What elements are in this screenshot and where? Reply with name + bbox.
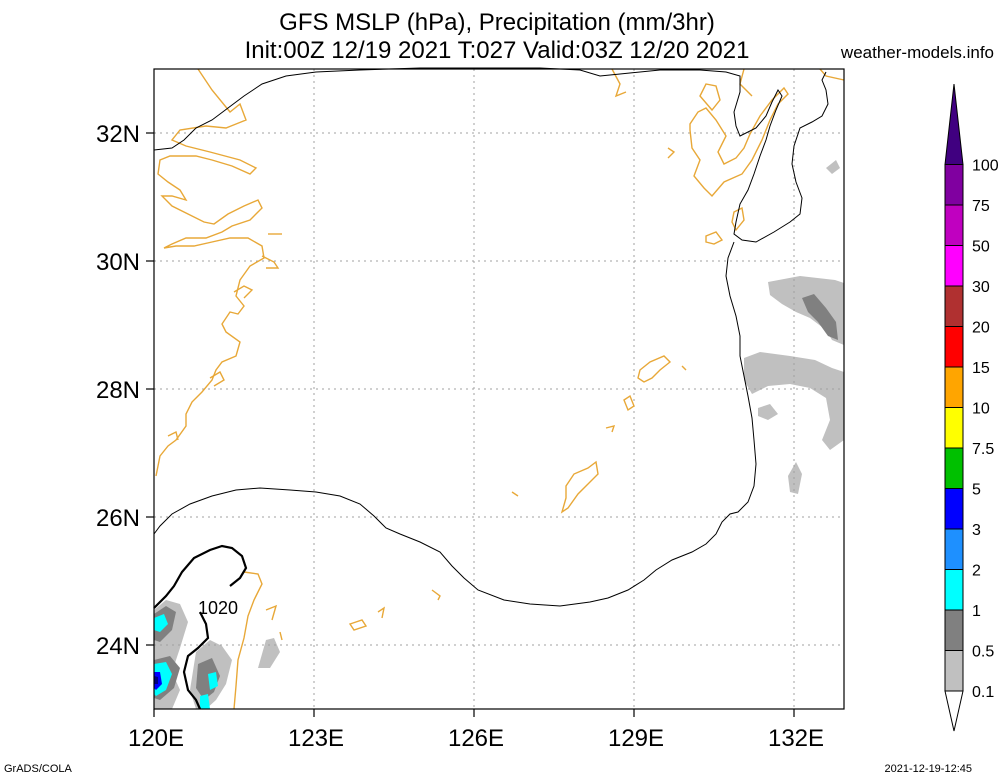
colorbar-band bbox=[944, 407, 964, 449]
lat-label-24n: 24N bbox=[96, 633, 140, 660]
colorbar-label: 0.5 bbox=[972, 644, 994, 661]
colorbar-label: 20 bbox=[972, 320, 990, 337]
lon-label-123e: 123E bbox=[288, 725, 344, 752]
colorbar-band bbox=[944, 609, 964, 651]
lon-label-126e: 126E bbox=[448, 725, 504, 752]
colorbar-label: 75 bbox=[972, 198, 990, 215]
lat-label-26n: 26N bbox=[96, 505, 140, 532]
colorbar-band bbox=[944, 204, 964, 246]
lon-label-129e: 129E bbox=[608, 725, 664, 752]
colorbar-band bbox=[944, 285, 964, 327]
footer-credit: GrADS/COLA bbox=[4, 763, 72, 775]
lon-label-132e: 132E bbox=[768, 725, 824, 752]
isobars bbox=[153, 67, 829, 607]
footer-timestamp: 2021-12-19-12:45 bbox=[884, 763, 972, 775]
colorbar-label: 3 bbox=[972, 522, 981, 539]
chart-subtitle: Init:00Z 12/19 2021 T:027 Valid:03Z 12/2… bbox=[244, 37, 750, 64]
map-grid bbox=[154, 69, 844, 709]
colorbar-label: 7.5 bbox=[972, 441, 994, 458]
chart-title: GFS MSLP (hPa), Precipitation (mm/3hr) bbox=[279, 9, 715, 36]
colorbar-band bbox=[944, 366, 964, 408]
colorbar-band bbox=[944, 164, 964, 206]
colorbar-band bbox=[944, 447, 964, 489]
isobar-1020 bbox=[153, 544, 248, 710]
colorbar-label: 100 bbox=[972, 158, 999, 175]
axis-ticks bbox=[146, 132, 795, 717]
colorbar-label: 2 bbox=[972, 563, 981, 580]
colorbar: 0.1 0.5 1 2 3 5 7.5 10 15 20 30 50 75 100 bbox=[944, 83, 999, 732]
colorbar-band bbox=[944, 83, 964, 165]
colorbar-label: 5 bbox=[972, 482, 981, 499]
colorbar-band bbox=[944, 569, 964, 611]
colorbar-label: 0.1 bbox=[972, 684, 994, 701]
colorbar-band bbox=[944, 326, 964, 368]
contour-label-1020: 1020 bbox=[198, 598, 238, 618]
colorbar-label: 1 bbox=[972, 603, 981, 620]
colorbar-label: 50 bbox=[972, 239, 990, 256]
lat-label-32n: 32N bbox=[96, 121, 140, 148]
colorbar-label: 30 bbox=[972, 279, 990, 296]
precipitation-shading bbox=[154, 160, 844, 709]
colorbar-band bbox=[944, 650, 964, 692]
coastlines bbox=[155, 68, 845, 710]
lat-label-28n: 28N bbox=[96, 377, 140, 404]
colorbar-band bbox=[944, 528, 964, 570]
source-site: weather-models.info bbox=[840, 43, 994, 62]
colorbar-band bbox=[944, 245, 964, 287]
lat-label-30n: 30N bbox=[96, 249, 140, 276]
colorbar-band bbox=[944, 488, 964, 530]
lon-label-120e: 120E bbox=[128, 725, 184, 752]
colorbar-lower-triangle bbox=[944, 690, 964, 732]
colorbar-label: 10 bbox=[972, 401, 990, 418]
colorbar-label: 15 bbox=[972, 360, 990, 377]
